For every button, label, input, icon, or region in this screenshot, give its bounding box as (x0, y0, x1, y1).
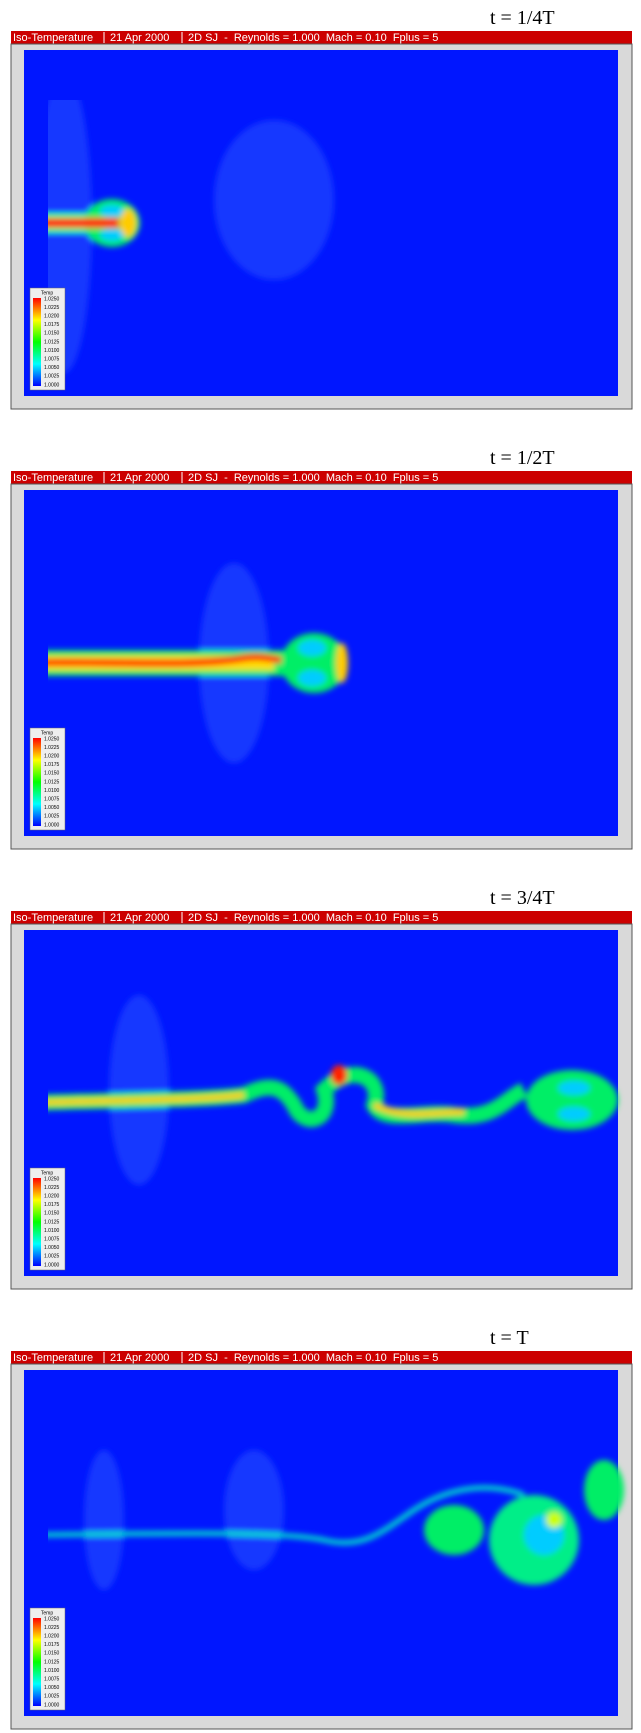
panel: t = 1/4T Iso-Temperature 21 Apr 2000 2D SJ … (11, 7, 632, 409)
panel: t = 1/2T Iso-Temperature 21 Apr 2000 2D SJ … (11, 447, 632, 849)
contour (558, 1107, 590, 1121)
legend-label: 1.0200 (44, 1194, 60, 1200)
legend-label: 1.0000 (44, 1262, 60, 1268)
legend-label: 1.0250 (44, 736, 60, 742)
header-case: 2D SJ - Reynolds = 1.000 Mach = 0.10 Fpl… (188, 472, 438, 484)
contour (331, 1065, 347, 1085)
contour (224, 1450, 284, 1570)
legend-label: 1.0125 (44, 1219, 60, 1225)
legend-label: 1.0000 (44, 382, 60, 388)
legend-label: 1.0100 (44, 348, 60, 354)
legend-label: 1.0050 (44, 1685, 60, 1691)
contour (558, 1081, 590, 1095)
color-bar (33, 738, 41, 826)
legend-label: 1.0100 (44, 1228, 60, 1234)
legend-label: 1.0225 (44, 1185, 60, 1191)
contour (584, 1460, 624, 1520)
legend-label: 1.0025 (44, 1694, 60, 1700)
legend: Temp1.02501.02251.02001.01751.01501.0125… (30, 288, 65, 390)
legend-label: 1.0050 (44, 1245, 60, 1251)
contour (214, 120, 334, 280)
legend-label: 1.0200 (44, 1634, 60, 1640)
contour (84, 1450, 124, 1590)
legend-label: 1.0200 (44, 314, 60, 320)
legend-label: 1.0225 (44, 305, 60, 311)
color-bar (33, 1618, 41, 1706)
legend-label: 1.0150 (44, 1651, 60, 1657)
legend: Temp1.02501.02251.02001.01751.01501.0125… (30, 728, 65, 830)
panel-caption: t = T (490, 1327, 529, 1349)
legend: Temp1.02501.02251.02001.01751.01501.0125… (30, 1608, 65, 1710)
header-quantity: Iso-Temperature (13, 472, 93, 484)
panel: t = T Iso-Temperature 21 Apr 2000 2D SJ - R… (11, 1327, 632, 1729)
header-date: 21 Apr 2000 (110, 912, 169, 924)
header-case: 2D SJ - Reynolds = 1.000 Mach = 0.10 Fpl… (188, 912, 438, 924)
legend-label: 1.0225 (44, 1625, 60, 1631)
legend-label: 1.0250 (44, 1176, 60, 1182)
legend-label: 1.0050 (44, 805, 60, 811)
legend-label: 1.0175 (44, 322, 60, 328)
legend-label: 1.0175 (44, 1642, 60, 1648)
header-date: 21 Apr 2000 (110, 472, 169, 484)
header-quantity: Iso-Temperature (13, 1352, 93, 1364)
legend-label: 1.0100 (44, 788, 60, 794)
contour (298, 640, 326, 656)
contour (424, 1505, 484, 1555)
page: t = 1/4T Iso-Temperature 21 Apr 2000 2D SJ … (0, 0, 641, 1733)
panel-caption: t = 1/2T (490, 447, 555, 469)
header-date: 21 Apr 2000 (110, 1352, 169, 1364)
legend-label: 1.0250 (44, 296, 60, 302)
legend-label: 1.0150 (44, 331, 60, 337)
legend-label: 1.0000 (44, 1702, 60, 1708)
contour (526, 1070, 618, 1130)
color-bar (33, 298, 41, 386)
legend-label: 1.0000 (44, 822, 60, 828)
contour (100, 229, 124, 241)
legend-label: 1.0175 (44, 1202, 60, 1208)
header-quantity: Iso-Temperature (13, 912, 93, 924)
legend-label: 1.0100 (44, 1668, 60, 1674)
legend-label: 1.0150 (44, 1211, 60, 1217)
legend-label: 1.0075 (44, 797, 60, 803)
panel-caption: t = 3/4T (490, 887, 555, 909)
legend-label: 1.0075 (44, 1237, 60, 1243)
legend-label: 1.0025 (44, 374, 60, 380)
legend-label: 1.0075 (44, 357, 60, 363)
legend-label: 1.0150 (44, 771, 60, 777)
panel-caption: t = 1/4T (490, 7, 555, 29)
panel: t = 3/4T Iso-Temperature 21 Apr 2000 2D SJ … (11, 887, 632, 1289)
contour (120, 209, 136, 237)
contour (546, 1512, 562, 1528)
header-quantity: Iso-Temperature (13, 32, 93, 44)
contour (109, 995, 169, 1185)
legend-label: 1.0125 (44, 339, 60, 345)
figure: t = 1/4T Iso-Temperature 21 Apr 2000 2D SJ … (0, 0, 641, 1733)
header-case: 2D SJ - Reynolds = 1.000 Mach = 0.10 Fpl… (188, 32, 438, 44)
legend-label: 1.0200 (44, 754, 60, 760)
legend: Temp1.02501.02251.02001.01751.01501.0125… (30, 1168, 65, 1270)
legend-label: 1.0225 (44, 745, 60, 751)
contour (336, 643, 348, 683)
color-bar (33, 1178, 41, 1266)
legend-label: 1.0175 (44, 762, 60, 768)
legend-label: 1.0125 (44, 779, 60, 785)
legend-label: 1.0250 (44, 1616, 60, 1622)
legend-label: 1.0025 (44, 1254, 60, 1260)
header-date: 21 Apr 2000 (110, 32, 169, 44)
contour (298, 670, 326, 686)
header-case: 2D SJ - Reynolds = 1.000 Mach = 0.10 Fpl… (188, 1352, 438, 1364)
legend-label: 1.0125 (44, 1659, 60, 1665)
legend-label: 1.0050 (44, 365, 60, 371)
contour (100, 205, 124, 217)
legend-label: 1.0025 (44, 814, 60, 820)
legend-label: 1.0075 (44, 1677, 60, 1683)
